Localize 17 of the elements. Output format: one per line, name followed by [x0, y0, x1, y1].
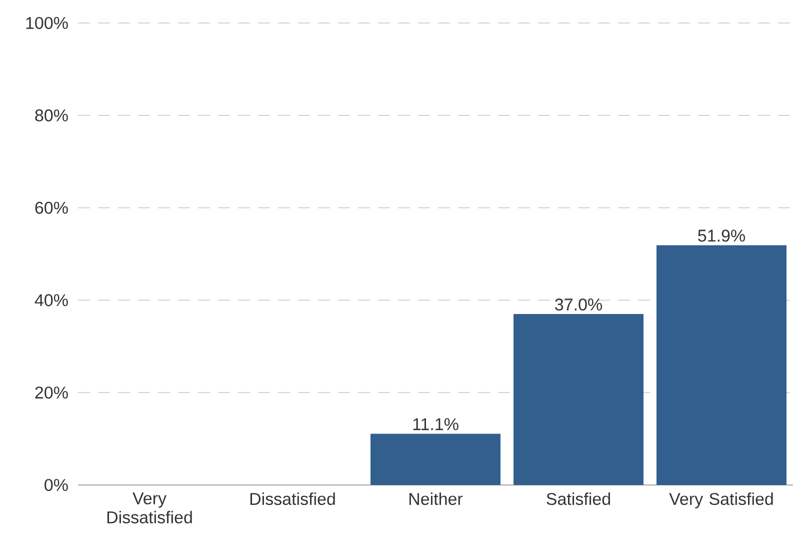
data-label: 51.9% — [698, 230, 745, 242]
y-tick-label: 60% — [35, 202, 68, 214]
y-tick-label: 80% — [35, 109, 68, 122]
data-label: 37.0% — [555, 298, 602, 311]
bar — [656, 245, 786, 485]
data-label: 11.1% — [413, 418, 458, 430]
x-tick-label: Satisfied — [546, 492, 610, 506]
x-tick-label: Very Dissatisfied — [107, 492, 192, 524]
x-tick-label: Neither — [409, 492, 463, 506]
y-tick-label: 40% — [34, 294, 68, 306]
y-tick-label: 0% — [44, 478, 68, 492]
y-tick-label: 20% — [35, 386, 68, 399]
bar — [370, 434, 500, 485]
x-tick-label: Dissatisfied — [250, 492, 335, 506]
x-tick-label: Very Satisfied — [669, 492, 773, 508]
y-tick-label: 100% — [26, 16, 68, 30]
bar — [514, 314, 644, 485]
